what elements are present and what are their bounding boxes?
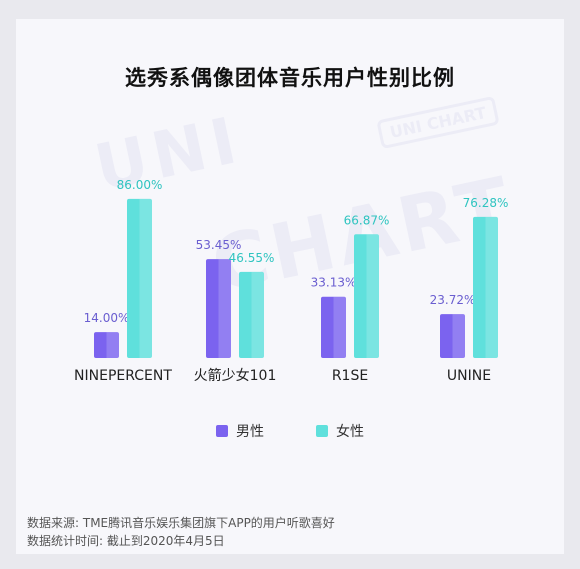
bar-male-rect — [206, 259, 231, 358]
bar-male — [94, 332, 119, 358]
bar-highlight — [452, 314, 465, 358]
bar-female — [239, 271, 264, 358]
chart-title: 选秀系偶像团体音乐用户性别比例 — [125, 66, 455, 90]
data-label-female: 46.55% — [229, 251, 275, 265]
data-label-male: 53.45% — [196, 238, 242, 252]
bar-highlight — [139, 198, 152, 358]
bar-female — [473, 216, 498, 358]
bar-highlight — [366, 234, 379, 358]
bar-female-rect — [127, 198, 152, 358]
bar-male-rect — [94, 332, 119, 358]
data-label-female: 86.00% — [117, 178, 163, 192]
legend: 男性 女性 — [0, 421, 580, 441]
bar-female — [127, 198, 152, 358]
bar-female — [354, 234, 379, 358]
source-date-line: 数据统计时间: 截止到2020年4月5日 — [27, 534, 225, 548]
data-label-male: 33.13% — [311, 276, 357, 290]
data-label-female: 66.87% — [344, 213, 390, 227]
bar-highlight — [106, 332, 119, 358]
bar-male-rect — [440, 314, 465, 358]
bar-female-rect — [473, 216, 498, 358]
data-label-male: 23.72% — [430, 293, 476, 307]
data-label-male: 14.00% — [84, 311, 130, 325]
legend-label-male: 男性 — [236, 424, 264, 440]
legend-swatch-male — [216, 425, 228, 437]
category-label: UNINE — [447, 368, 491, 384]
source-line: 数据来源: TME腾讯音乐娱乐集团旗下APP的用户听歌喜好 — [27, 516, 335, 530]
category-label: 火箭少女101 — [194, 367, 277, 384]
bar-highlight — [251, 271, 264, 358]
legend-swatch-female — [316, 425, 328, 437]
bar-male — [206, 259, 231, 358]
category-label: NINEPERCENT — [74, 368, 172, 384]
legend-item-female: 女性 — [316, 421, 364, 441]
bar-male — [321, 296, 346, 358]
chart-card — [16, 19, 564, 554]
bar-highlight — [218, 259, 231, 358]
bar-highlight — [333, 296, 346, 358]
category-label: R1SE — [332, 368, 368, 384]
bar-male — [440, 314, 465, 358]
bar-female-rect — [239, 271, 264, 358]
legend-label-female: 女性 — [336, 424, 364, 440]
bar-male-rect — [321, 296, 346, 358]
source-note: 数据来源: TME腾讯音乐娱乐集团旗下APP的用户听歌喜好 数据统计时间: 截止… — [27, 514, 335, 550]
bar-highlight — [485, 216, 498, 358]
legend-item-male: 男性 — [216, 421, 264, 441]
data-label-female: 76.28% — [463, 196, 509, 210]
bar-female-rect — [354, 234, 379, 358]
